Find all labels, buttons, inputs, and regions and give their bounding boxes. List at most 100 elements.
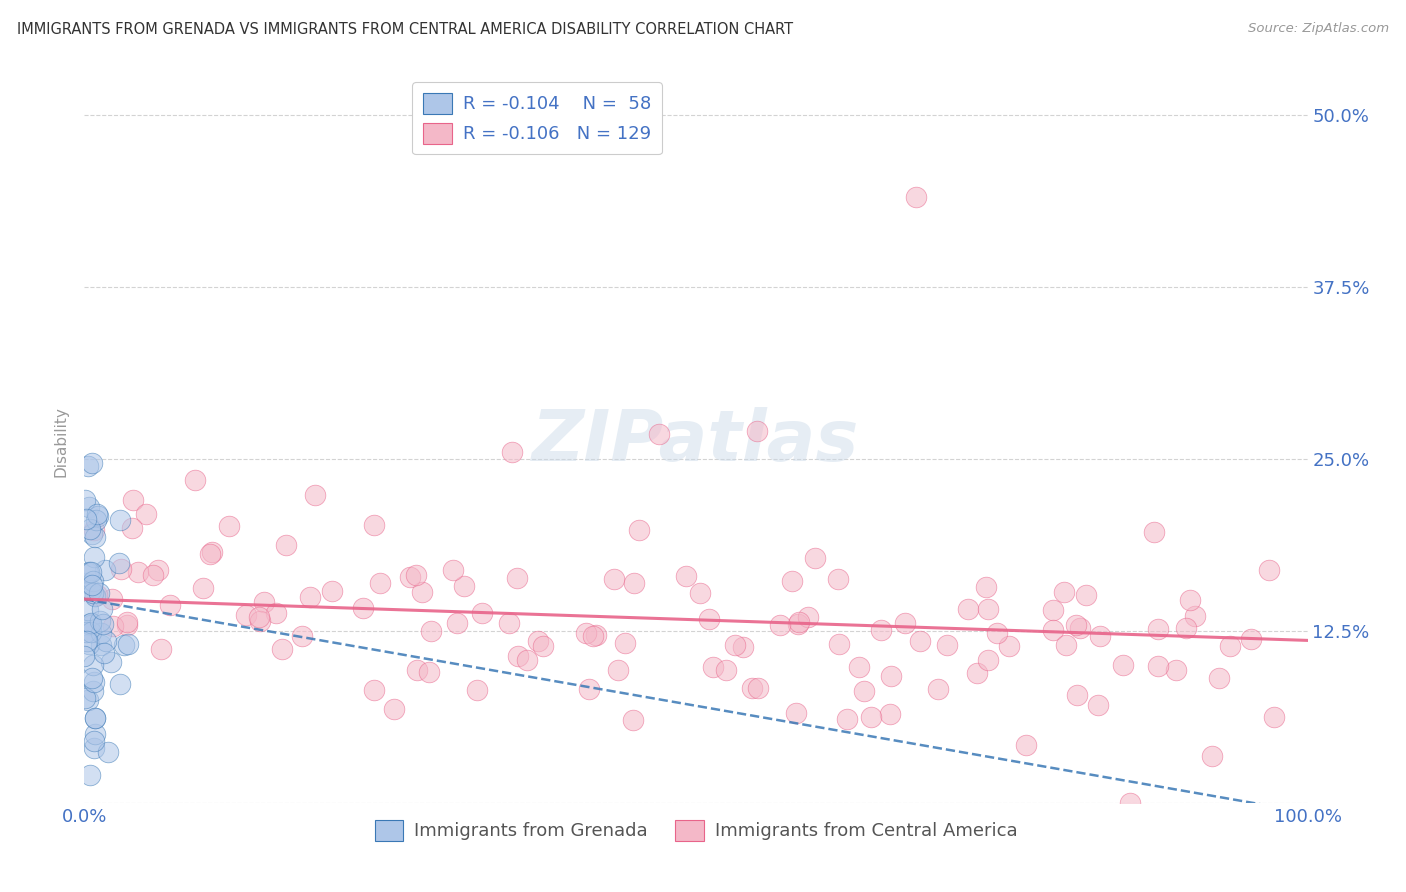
Point <box>84 727 107 741</box>
Text: ZIPatlas: ZIPatlas <box>533 407 859 476</box>
Y-axis label: Disability: Disability <box>53 406 69 477</box>
Point <box>1042 603 1064 617</box>
Point <box>977 601 1000 615</box>
Point <box>848 659 870 673</box>
Point <box>1258 563 1281 577</box>
Point <box>1240 632 1263 646</box>
Point <box>1015 739 1038 753</box>
Point <box>1054 638 1077 652</box>
Point <box>368 576 391 591</box>
Point <box>1066 688 1088 702</box>
Point <box>100 656 122 670</box>
Point <box>112 638 135 652</box>
Point <box>80 624 103 639</box>
Point <box>606 663 628 677</box>
Point <box>787 616 810 631</box>
Point <box>73 649 96 664</box>
Point <box>321 584 343 599</box>
Point <box>108 556 131 570</box>
Point <box>747 424 769 438</box>
Point <box>697 612 720 626</box>
Point <box>266 606 288 620</box>
Point <box>1184 609 1206 624</box>
Point <box>117 637 139 651</box>
Point <box>998 639 1021 653</box>
Point <box>94 634 117 648</box>
Point <box>79 768 101 782</box>
Point <box>76 566 98 580</box>
Point <box>1219 640 1241 654</box>
Point <box>905 190 928 204</box>
Point <box>83 523 105 537</box>
Point <box>82 574 104 588</box>
Point <box>446 616 468 631</box>
Point <box>623 575 645 590</box>
Point <box>689 586 711 600</box>
Point <box>115 615 138 629</box>
Point <box>352 600 374 615</box>
Point <box>235 607 257 622</box>
Point <box>122 493 145 508</box>
Point <box>420 624 443 639</box>
Point <box>76 634 98 648</box>
Point <box>837 712 859 726</box>
Point <box>453 579 475 593</box>
Point <box>75 625 97 640</box>
Point <box>249 614 271 628</box>
Point <box>87 509 110 524</box>
Point <box>80 582 103 597</box>
Point <box>1088 629 1111 643</box>
Point <box>870 624 893 638</box>
Point <box>1180 592 1202 607</box>
Point <box>82 456 104 470</box>
Point <box>1069 621 1091 635</box>
Point <box>127 565 149 579</box>
Point <box>93 563 115 577</box>
Point <box>797 609 820 624</box>
Point <box>83 550 105 565</box>
Point <box>506 649 529 664</box>
Point <box>298 590 321 604</box>
Point <box>291 629 314 643</box>
Point <box>1052 584 1074 599</box>
Point <box>82 657 104 672</box>
Point <box>506 571 529 585</box>
Point <box>84 711 107 725</box>
Point <box>621 713 644 727</box>
Point <box>218 519 240 533</box>
Point <box>1064 617 1087 632</box>
Point <box>77 692 100 706</box>
Point <box>1143 525 1166 540</box>
Point <box>247 610 270 624</box>
Point <box>75 575 97 590</box>
Point <box>80 616 103 631</box>
Point <box>91 602 114 616</box>
Point <box>966 666 988 681</box>
Point <box>80 565 103 579</box>
Point <box>135 507 157 521</box>
Point <box>516 653 538 667</box>
Point <box>527 633 550 648</box>
Point <box>804 550 827 565</box>
Point <box>73 691 96 706</box>
Point <box>405 568 427 582</box>
Point <box>79 637 101 651</box>
Point <box>418 665 440 679</box>
Point <box>974 580 997 594</box>
Point <box>582 630 605 644</box>
Point <box>879 706 901 721</box>
Point <box>614 635 637 649</box>
Point <box>193 581 215 595</box>
Point <box>82 671 104 685</box>
Point <box>382 702 405 716</box>
Point <box>908 634 931 648</box>
Point <box>77 565 100 579</box>
Point <box>894 615 917 630</box>
Point <box>83 740 105 755</box>
Point <box>1119 796 1142 810</box>
Point <box>648 427 671 442</box>
Point <box>578 681 600 696</box>
Point <box>927 682 949 697</box>
Point <box>1147 659 1170 673</box>
Point <box>148 562 170 576</box>
